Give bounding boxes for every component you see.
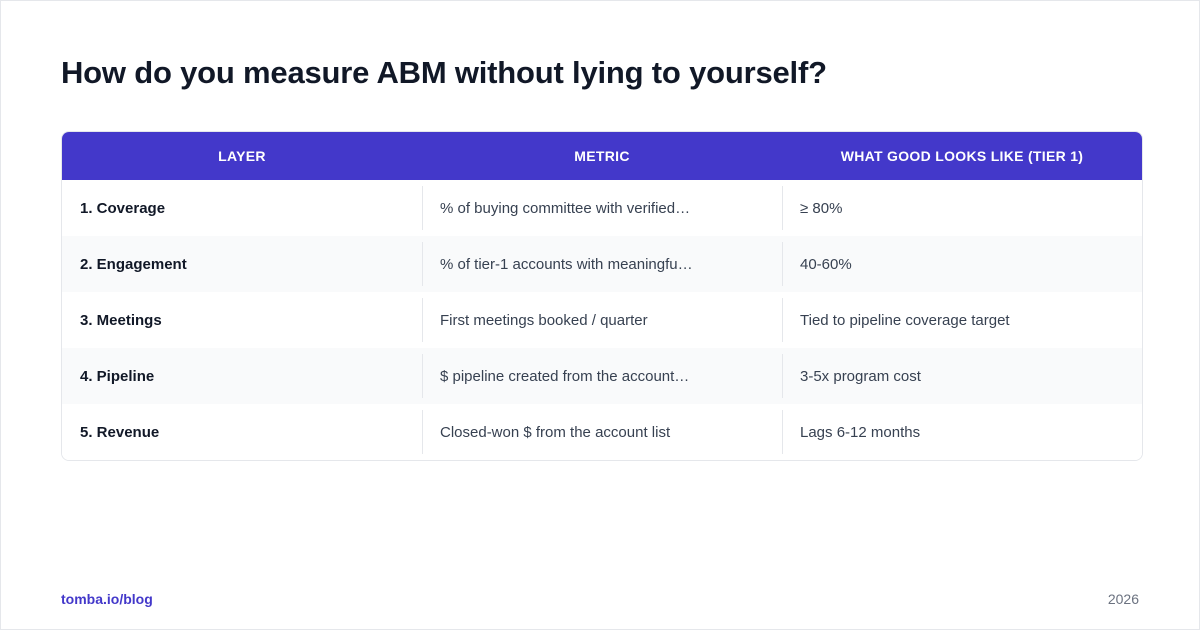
metric-cell: First meetings booked / quarter [422,292,782,348]
header-layer: LAYER [218,148,266,164]
table-row: 4. Pipeline $ pipeline created from the … [62,348,1142,404]
metric-cell: % of tier-1 accounts with meaningfu… [422,236,782,292]
header-good-looks-like: WHAT GOOD LOOKS LIKE (TIER 1) [840,148,1084,164]
layer-cell: 5. Revenue [80,423,160,441]
good-cell: ≥ 80% [782,180,1142,236]
table-row: 2. Engagement % of tier-1 accounts with … [62,236,1142,292]
metrics-table: LAYER METRIC WHAT GOOD LOOKS LIKE (TIER … [61,131,1143,461]
layer-cell: 1. Coverage [80,199,166,217]
good-cell: Tied to pipeline coverage target [782,292,1142,348]
blog-link[interactable]: tomba.io/blog [61,591,153,607]
good-cell: Lags 6-12 months [782,404,1142,460]
metric-cell: $ pipeline created from the account… [422,348,782,404]
header-metric: METRIC [574,148,630,164]
table-row: 3. Meetings First meetings booked / quar… [62,292,1142,348]
page-title: How do you measure ABM without lying to … [61,55,827,90]
layer-cell: 3. Meetings [80,311,162,329]
good-cell: 40-60% [782,236,1142,292]
table-row: 5. Revenue Closed-won $ from the account… [62,404,1142,460]
layer-cell: 2. Engagement [80,255,187,273]
good-cell: 3-5x program cost [782,348,1142,404]
metric-cell: Closed-won $ from the account list [422,404,782,460]
footer-year: 2026 [1107,591,1139,607]
metric-cell: % of buying committee with verified… [422,180,782,236]
table-header: LAYER METRIC WHAT GOOD LOOKS LIKE (TIER … [62,132,1142,180]
layer-cell: 4. Pipeline [80,367,155,385]
table-row: 1. Coverage % of buying committee with v… [62,180,1142,236]
